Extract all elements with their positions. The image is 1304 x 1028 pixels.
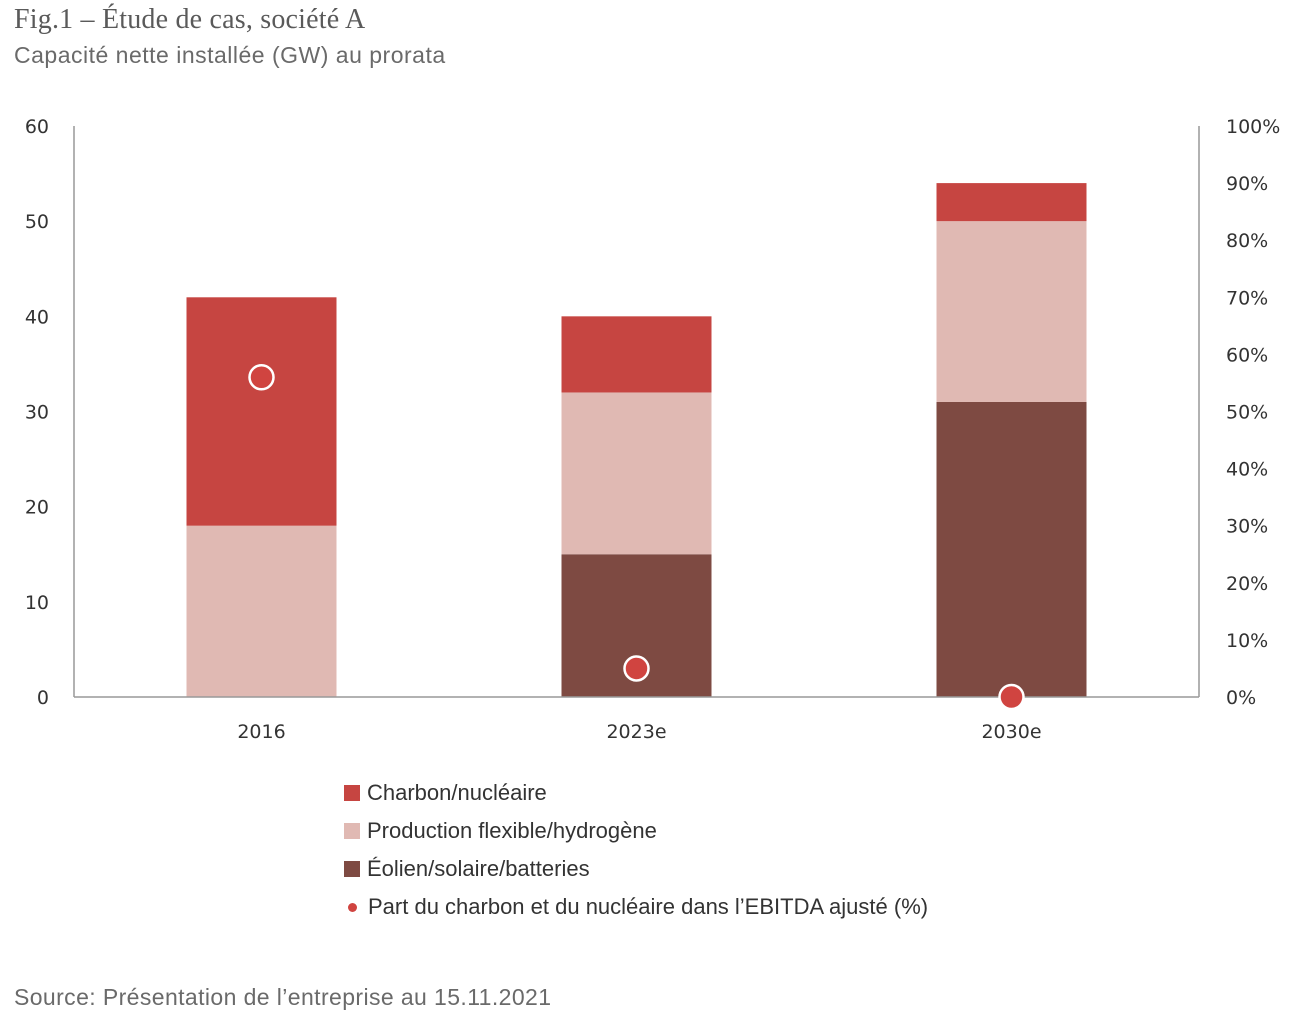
y-tick-label-right: 30% [1226,516,1268,538]
x-tick-label: 2030e [981,721,1041,743]
y-tick-label-left: 30 [25,402,49,424]
y-tick-label-right: 70% [1226,287,1268,309]
legend-label-flexible: Production flexible/hydrogène [367,818,657,843]
legend-label-charbon: Charbon/nucléaire [367,780,547,805]
y-tick-label-right: 40% [1226,459,1268,481]
y-tick-label-right: 90% [1226,173,1268,195]
y-tick-label-right: 50% [1226,402,1268,424]
y-tick-label-left: 10 [25,592,49,614]
legend-swatch-flexible [344,823,360,839]
legend-label-ebitda-share: Part du charbon et du nucléaire dans l’E… [368,894,929,919]
x-tick-label: 2016 [237,721,285,743]
bar-2023e-series-2 [561,316,712,393]
y-tick-label-left: 40 [25,306,49,328]
bar-2016-series-2 [186,297,337,526]
legend-item-charbon: Charbon/nucléaire [344,774,928,812]
ebitda-share-point-2030e [998,683,1025,711]
legend-item-eolien: Éolien/solaire/batteries [344,850,928,888]
y-tick-label-left: 0 [37,687,49,709]
legend-item-ebitda-share: Part du charbon et du nucléaire dans l’E… [344,888,928,926]
bar-2023e-series-1 [561,392,712,555]
legend-swatch-charbon [344,785,360,801]
bar-2030e-series-2 [936,183,1087,222]
chart-legend: Charbon/nucléaire Production flexible/hy… [344,774,928,926]
y-tick-label-right: 20% [1226,573,1268,595]
bar-2030e-series-1 [936,221,1087,402]
y-tick-label-right: 80% [1226,230,1268,252]
y-tick-label-left: 60 [25,116,49,138]
y-tick-label-right: 0% [1226,687,1256,709]
y-tick-label-right: 100% [1226,116,1280,138]
bar-2030e-series-0 [936,401,1087,697]
legend-item-flexible: Production flexible/hydrogène [344,812,928,850]
stacked-bar-chart: 2016 2023e 2030e 0 10 20 30 40 50 60 0% 10% 20% 30% 40… [25,116,1281,743]
ebitda-share-point-2023e [623,655,650,682]
chart-title: Fig.1 – Étude de cas, société A [14,4,366,35]
legend-dot-ebitda-share [348,902,357,912]
chart-subtitle: Capacité nette installée (GW) au prorata [14,42,446,68]
source-note: Source: Présentation de l’entreprise au … [14,984,552,1010]
ebitda-share-point-2016 [248,363,275,391]
y-tick-label-left: 20 [25,497,49,519]
bar-2016-series-1 [186,525,337,697]
x-tick-label: 2023e [606,721,666,743]
y-tick-label-right: 60% [1226,344,1268,366]
y-tick-label-right: 10% [1226,630,1268,652]
legend-label-eolien: Éolien/solaire/batteries [367,856,590,881]
legend-swatch-eolien [344,861,360,877]
y-tick-label-left: 50 [25,211,49,233]
